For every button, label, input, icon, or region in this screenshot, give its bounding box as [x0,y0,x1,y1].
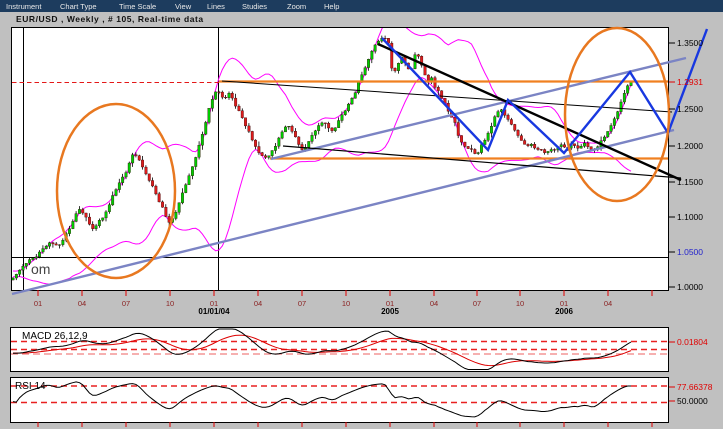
svg-text:2006: 2006 [555,307,573,316]
svg-text:10: 10 [342,299,350,308]
svg-text:1.1500: 1.1500 [677,177,703,187]
svg-text:RSI 14: RSI 14 [15,381,46,392]
svg-text:01: 01 [560,299,568,308]
svg-text:1.2500: 1.2500 [677,104,703,114]
svg-text:1.1000: 1.1000 [677,212,703,222]
svg-text:View: View [175,2,192,11]
svg-text:Studies: Studies [242,2,267,11]
svg-text:1.3500: 1.3500 [677,38,703,48]
svg-text:MACD 26,12,9: MACD 26,12,9 [22,331,88,342]
svg-text:2005: 2005 [381,307,399,316]
svg-text:1.2931: 1.2931 [677,77,703,87]
svg-text:Instrument: Instrument [6,2,42,11]
svg-text:Lines: Lines [207,2,225,11]
svg-text:1.0500: 1.0500 [677,247,703,257]
svg-text:77.66378: 77.66378 [677,382,713,392]
svg-text:01/01/04: 01/01/04 [198,307,230,316]
svg-text:01: 01 [210,299,218,308]
svg-text:04: 04 [78,299,86,308]
svg-text:04: 04 [254,299,262,308]
svg-text:EUR/USD , Weekly , # 105, Real: EUR/USD , Weekly , # 105, Real-time data [16,14,204,24]
svg-text:01: 01 [34,299,42,308]
svg-text:0.01804: 0.01804 [677,337,708,347]
svg-text:1.2000: 1.2000 [677,141,703,151]
svg-text:Time Scale: Time Scale [119,2,156,11]
svg-text:1.0000: 1.0000 [677,282,703,292]
svg-text:07: 07 [122,299,130,308]
svg-text:07: 07 [298,299,306,308]
svg-text:01: 01 [386,299,394,308]
svg-text:10: 10 [516,299,524,308]
svg-text:07: 07 [473,299,481,308]
svg-text:04: 04 [430,299,438,308]
svg-text:50.0000: 50.0000 [677,396,708,406]
svg-text:om: om [31,261,50,277]
svg-text:10: 10 [166,299,174,308]
svg-text:Zoom: Zoom [287,2,306,11]
svg-text:Help: Help [324,2,339,11]
svg-text:Chart Type: Chart Type [60,2,97,11]
svg-text:04: 04 [604,299,612,308]
